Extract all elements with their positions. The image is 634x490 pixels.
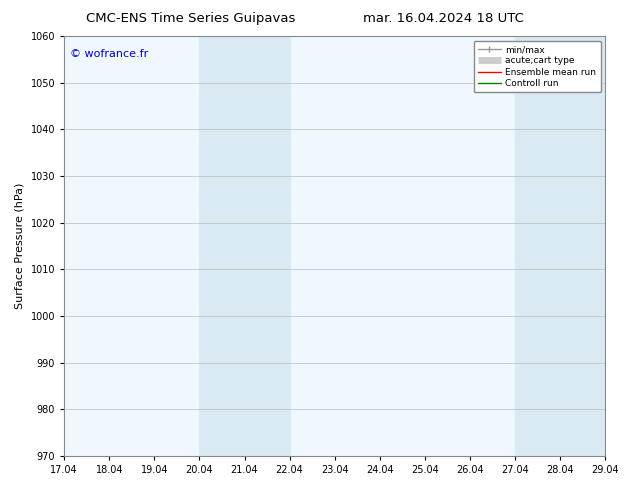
Text: CMC-ENS Time Series Guipavas: CMC-ENS Time Series Guipavas <box>86 12 295 25</box>
Bar <box>200 36 290 456</box>
Legend: min/max, acute;cart type, Ensemble mean run, Controll run: min/max, acute;cart type, Ensemble mean … <box>474 41 600 93</box>
Bar <box>515 36 605 456</box>
Y-axis label: Surface Pressure (hPa): Surface Pressure (hPa) <box>15 183 25 309</box>
Text: mar. 16.04.2024 18 UTC: mar. 16.04.2024 18 UTC <box>363 12 524 25</box>
Text: © wofrance.fr: © wofrance.fr <box>70 49 148 59</box>
